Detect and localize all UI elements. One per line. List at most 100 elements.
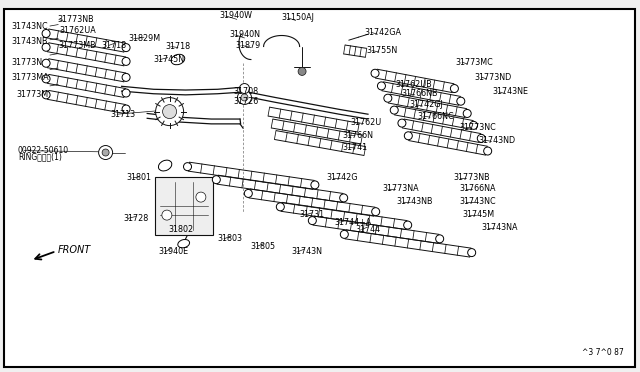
Text: 31773NB: 31773NB [58,15,94,24]
Text: 31802: 31802 [168,225,193,234]
Text: 31773MC: 31773MC [456,58,493,67]
Circle shape [477,134,485,142]
Text: 31755N: 31755N [366,46,397,55]
Text: 31742GJ: 31742GJ [410,100,444,109]
Text: 31741: 31741 [342,143,367,152]
Text: 31805: 31805 [251,242,276,251]
Text: 31743ND: 31743ND [479,136,516,145]
Circle shape [122,57,130,65]
Circle shape [42,43,50,51]
Circle shape [42,29,50,38]
Circle shape [241,94,248,101]
Text: 31742GA: 31742GA [365,28,402,37]
Circle shape [340,194,348,202]
Circle shape [470,121,477,129]
Circle shape [436,235,444,243]
Circle shape [276,203,284,211]
Text: 31940W: 31940W [220,12,253,20]
Text: 31726: 31726 [234,97,259,106]
Circle shape [122,73,130,81]
Circle shape [484,147,492,155]
Text: 31744: 31744 [355,225,380,234]
Circle shape [398,119,406,127]
Text: 31150AJ: 31150AJ [282,13,314,22]
Circle shape [457,97,465,105]
Circle shape [340,230,348,238]
Circle shape [239,84,250,93]
Text: 31708: 31708 [234,87,259,96]
Text: 31744+A: 31744+A [334,218,371,227]
Text: ^3 7^0 87: ^3 7^0 87 [582,348,624,357]
Circle shape [156,97,184,126]
Circle shape [196,192,206,202]
Text: 31773NB: 31773NB [453,173,490,182]
Ellipse shape [171,54,185,65]
Text: 31940N: 31940N [229,31,260,39]
Circle shape [212,176,220,184]
Circle shape [122,44,130,52]
Text: 31743NC: 31743NC [12,22,48,31]
Text: 31743NA: 31743NA [481,223,518,232]
Circle shape [372,208,380,216]
Text: 31728: 31728 [124,214,148,223]
Text: 31745M: 31745M [463,210,495,219]
Text: 31731: 31731 [300,210,324,219]
Circle shape [122,89,130,97]
Text: 31773N: 31773N [12,58,43,67]
Circle shape [463,109,471,118]
Text: 31766NA: 31766NA [460,185,496,193]
Circle shape [237,90,252,105]
Ellipse shape [159,160,172,171]
Text: 31773M: 31773M [16,90,48,99]
Ellipse shape [178,240,189,248]
Text: RINGリング(1): RINGリング(1) [18,153,62,161]
Circle shape [99,145,113,160]
Circle shape [308,217,316,225]
Text: 31743N: 31743N [291,247,322,256]
Circle shape [404,132,412,140]
Text: 31766N: 31766N [342,131,373,140]
Text: 31742G: 31742G [326,173,358,182]
Bar [155,177,213,235]
Circle shape [122,105,130,113]
Circle shape [298,67,306,76]
Circle shape [451,84,458,93]
Text: 31743NC: 31743NC [460,198,496,206]
Text: 31773MB: 31773MB [59,41,97,50]
Circle shape [162,210,172,220]
Text: 31745N: 31745N [154,55,185,64]
Text: 31766NC: 31766NC [417,112,454,121]
Text: 31743NB: 31743NB [397,198,433,206]
Text: 31940E: 31940E [159,247,189,256]
Circle shape [244,189,252,198]
Circle shape [102,149,109,156]
Text: 31718: 31718 [165,42,190,51]
Circle shape [42,59,50,67]
Text: 31773NA: 31773NA [382,185,419,193]
Text: 31766NB: 31766NB [402,89,438,98]
Text: 31829M: 31829M [128,34,160,43]
Circle shape [468,248,476,257]
Text: 31713: 31713 [111,110,136,119]
Circle shape [404,221,412,229]
Text: 31718: 31718 [101,41,126,50]
Circle shape [42,75,50,83]
Circle shape [371,69,379,77]
Text: 31743NE: 31743NE [493,87,529,96]
Text: FRONT: FRONT [58,245,91,255]
Circle shape [184,163,191,171]
Text: 31762UA: 31762UA [60,26,96,35]
Text: 31773NC: 31773NC [460,123,496,132]
Text: 31762UB: 31762UB [396,80,432,89]
Text: 31743NB: 31743NB [12,37,48,46]
Text: 31762U: 31762U [351,118,382,127]
Text: 00922-50610: 00922-50610 [18,146,69,155]
Circle shape [378,82,385,90]
Text: 31879: 31879 [236,41,260,50]
Circle shape [390,106,398,114]
Text: 31803: 31803 [218,234,243,243]
Text: 31773ND: 31773ND [475,73,512,81]
Circle shape [311,181,319,189]
Text: 31801: 31801 [127,173,152,182]
Circle shape [163,105,177,119]
